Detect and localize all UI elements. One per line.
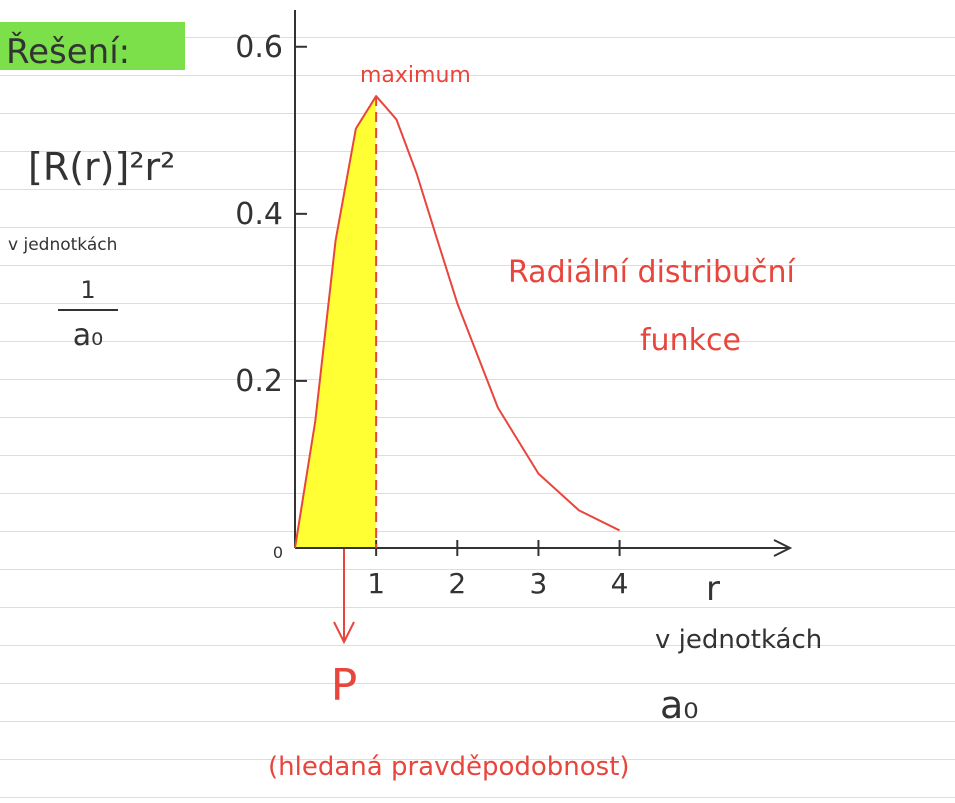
y-tick-label: 0.6	[235, 30, 283, 65]
y-unit-denominator: a₀	[73, 318, 103, 353]
x-unit-symbol: a₀	[660, 683, 699, 727]
peak-annotation: maximum	[360, 63, 471, 88]
x-axis-label: r	[706, 569, 720, 609]
area-note: (hledaná pravděpodobnost)	[268, 752, 630, 782]
title: Řešení:	[6, 31, 130, 72]
shaded-area	[295, 96, 376, 548]
x-unit-label: v jednotkách	[655, 625, 822, 655]
y-tick-label: 0.2	[235, 364, 283, 399]
area-label: P	[331, 660, 358, 711]
chart: Řešení: [R(r)]²r² v jednotkách 1 a₀ maxi…	[0, 0, 955, 803]
curve-annotation: funkce	[640, 323, 741, 358]
x-tick-label: 1	[367, 567, 385, 600]
y-axis-label: [R(r)]²r²	[28, 145, 175, 189]
x-tick-label: 2	[448, 567, 466, 600]
x-tick-label: 3	[530, 567, 548, 600]
x-tick-label: 4	[611, 567, 629, 600]
page: Řešení: [R(r)]²r² v jednotkách 1 a₀ maxi…	[0, 0, 955, 803]
y-unit-numerator: 1	[80, 276, 95, 304]
y-tick-label: 0.4	[235, 197, 283, 232]
y-tick-label: 0	[273, 543, 283, 562]
y-unit-label: v jednotkách	[8, 235, 117, 255]
curve-annotation: Radiální distribuční	[508, 255, 797, 290]
